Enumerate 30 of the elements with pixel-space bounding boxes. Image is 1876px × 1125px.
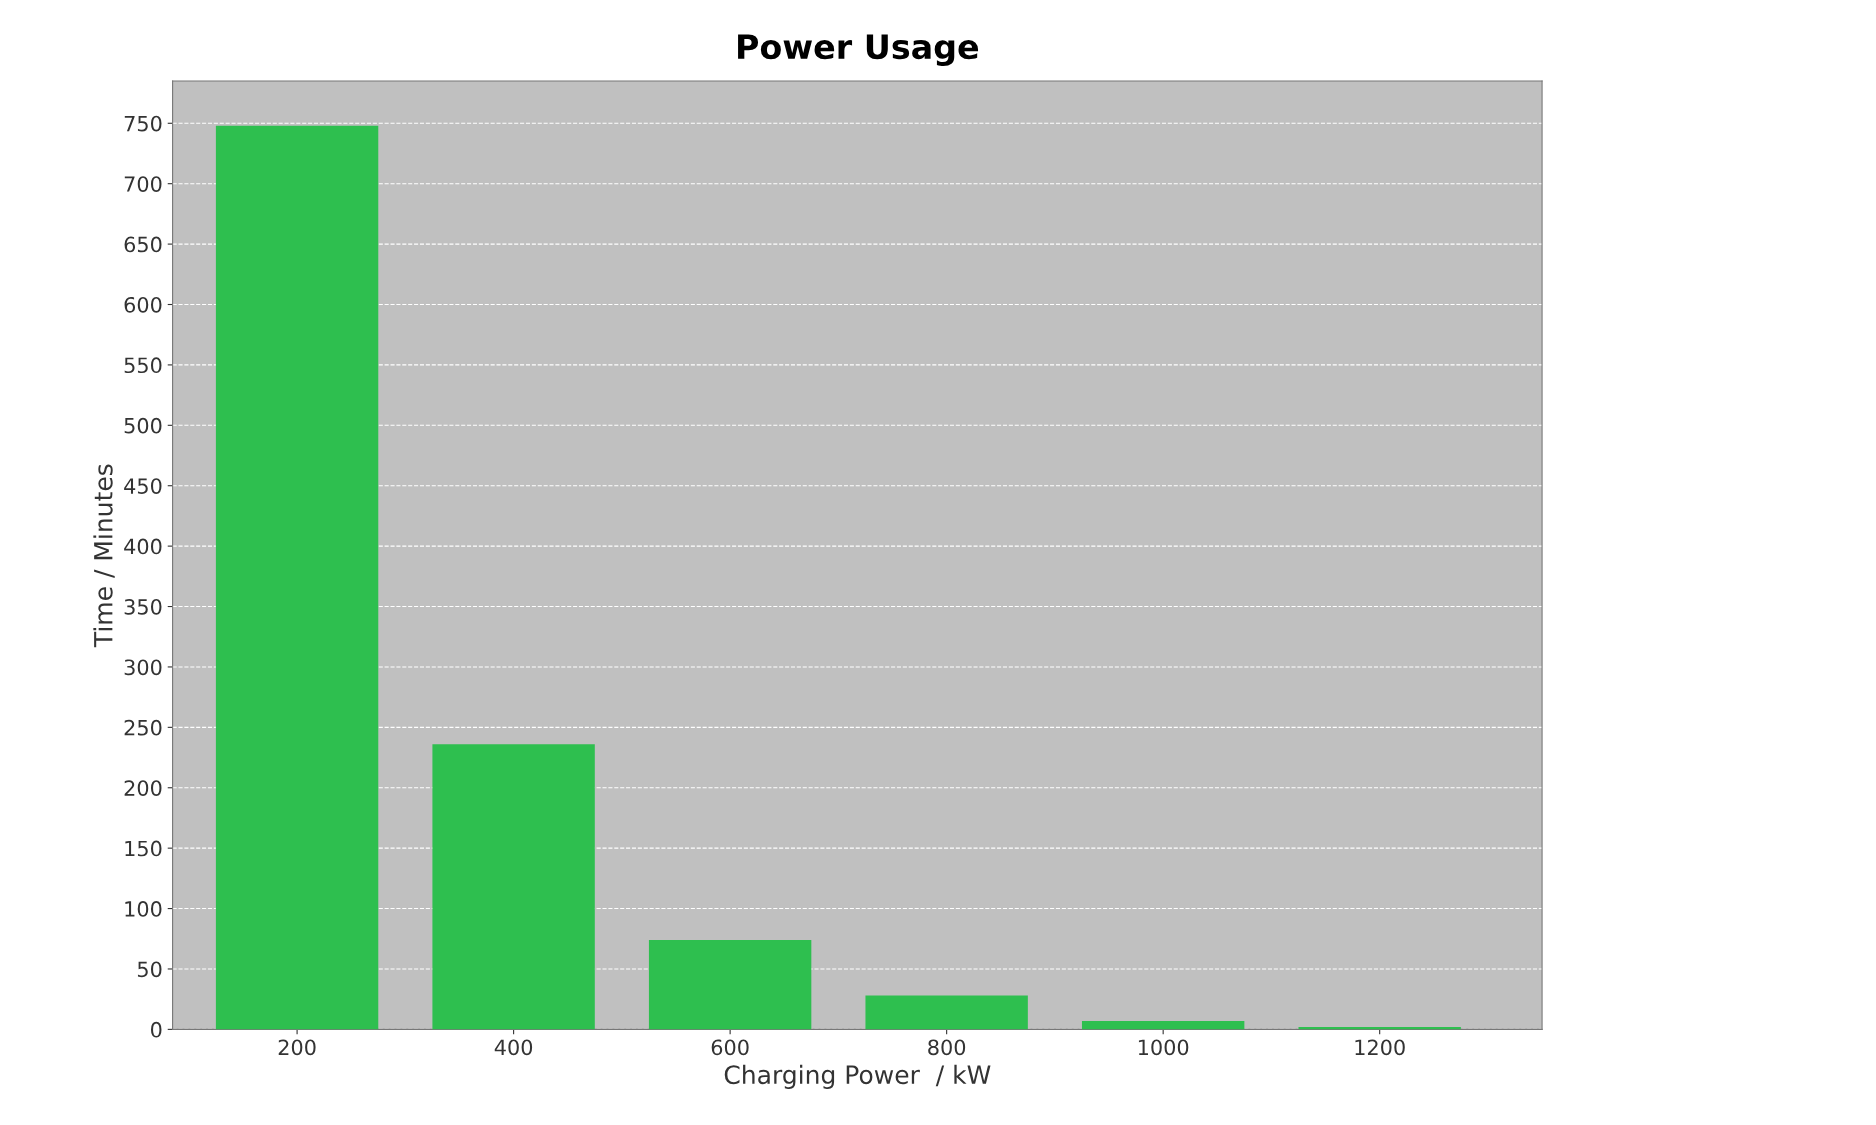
y-tick-label: 400 <box>124 538 162 555</box>
y-tick-label: 650 <box>124 236 162 253</box>
x-axis-title: Charging Power / kW <box>724 1064 991 1090</box>
y-tick-label: 700 <box>124 176 162 192</box>
y-tick-label: 300 <box>124 659 162 676</box>
bar <box>865 995 1028 1030</box>
x-tick-label: 200 <box>278 1039 316 1056</box>
y-axis-title: Time / Minutes <box>93 464 115 648</box>
y-tick-label: 200 <box>124 780 162 796</box>
y-tick-label: 250 <box>124 719 162 736</box>
y-tick-label: 550 <box>124 357 162 374</box>
x-tick-label: 1200 <box>1355 1039 1405 1056</box>
x-tick-label: 800 <box>928 1039 966 1056</box>
y-tick-label: 450 <box>124 478 162 494</box>
y-tick-label: 600 <box>124 296 162 313</box>
y-tick-label: 500 <box>124 417 162 434</box>
y-tick-label: 0 <box>150 1021 162 1038</box>
y-tick-label: 50 <box>137 961 162 978</box>
y-tick-label: 750 <box>124 115 162 132</box>
y-tick-label: 100 <box>125 901 162 917</box>
x-tick-label: 600 <box>711 1039 749 1056</box>
x-tick-label: 400 <box>494 1039 533 1056</box>
chart-title: Power Usage <box>738 34 979 66</box>
y-tick-label: 350 <box>124 598 162 615</box>
bar <box>648 939 812 1030</box>
x-tick-label: 1000 <box>1138 1039 1189 1056</box>
y-tick-label: 150 <box>125 840 162 857</box>
bar <box>1081 1020 1245 1030</box>
bar <box>432 744 595 1030</box>
bar <box>215 125 379 1030</box>
